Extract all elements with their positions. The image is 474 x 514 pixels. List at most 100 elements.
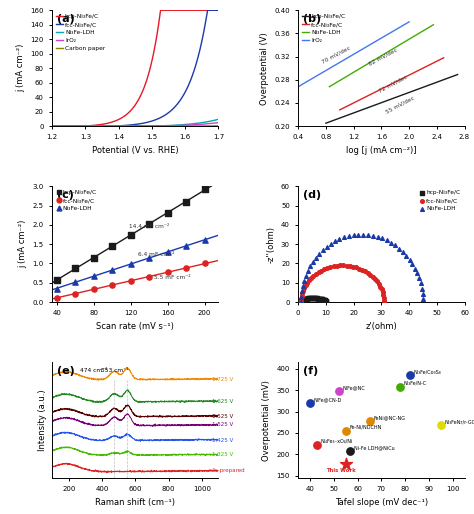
Text: 6.4 mF cm⁻²: 6.4 mF cm⁻² <box>138 252 174 258</box>
Point <box>146 220 153 228</box>
Text: 82 mV/dec: 82 mV/dec <box>367 47 398 66</box>
fcc-Ni₃Fe/C <box>330 262 337 270</box>
X-axis label: Scan rate (mV s⁻¹): Scan rate (mV s⁻¹) <box>96 322 174 331</box>
Line: Ni₃Fe-LDH: Ni₃Fe-LDH <box>329 25 433 87</box>
Ni₃Fe-LDH <box>399 248 407 256</box>
fcc-Ni₃Fe/C <box>353 263 360 271</box>
Ni₃Fe-LDH <box>364 231 372 239</box>
Ni₃Fe-LDH <box>216 116 221 122</box>
Text: 5.5 mF cm⁻²: 5.5 mF cm⁻² <box>154 275 191 280</box>
hcp-Ni₃Fe/C <box>321 296 328 304</box>
fcc-Ni₃Fe/C <box>356 264 363 272</box>
Text: Ni-Fe LDH@NiCu: Ni-Fe LDH@NiCu <box>354 446 395 451</box>
Ni₃Fe-LDH <box>316 250 323 258</box>
Text: As-prepared: As-prepared <box>212 468 246 473</box>
fcc-Ni₃Fe/C <box>376 282 384 290</box>
Point <box>201 236 209 244</box>
Ni₃Fe-LDH <box>387 238 395 247</box>
Y-axis label: Intensity (a.u.): Intensity (a.u.) <box>37 389 46 451</box>
fcc-Ni₃Fe/C <box>66 123 72 129</box>
Ni₃Fe-LDH <box>392 241 399 249</box>
fcc-Ni₃Fe/C <box>339 261 347 269</box>
hcp-Ni₃Fe/C <box>182 7 188 13</box>
Line: fcc-Ni₃Fe/C: fcc-Ni₃Fe/C <box>340 58 444 110</box>
Ni₃Fe-LDH <box>298 287 306 296</box>
fcc-Ni₃Fe/C <box>297 298 305 306</box>
hcp-Ni₃Fe/C <box>322 298 330 306</box>
Ni₃Fe-LDH <box>179 122 185 128</box>
Ni₃Fe-LDH <box>350 231 357 240</box>
fcc-Ni₃Fe/C <box>312 270 320 278</box>
fcc-Ni₃Fe/C <box>327 263 334 271</box>
fcc-Ni₃Fe/C <box>380 297 388 305</box>
fcc-Ni₃Fe/C <box>298 292 305 300</box>
fcc-Ni₃Fe/C <box>380 293 388 302</box>
Carbon paper <box>117 123 122 129</box>
Text: (e): (e) <box>57 366 75 376</box>
Ni₃Fe-LDH <box>336 235 343 243</box>
Text: Ni₃Fe/Co₉S₈: Ni₃Fe/Co₉S₈ <box>413 369 441 374</box>
Ni₃Fe-LDH <box>312 253 320 262</box>
fcc-Ni₃Fe/C <box>359 266 366 274</box>
Y-axis label: Overpotential (mV): Overpotential (mV) <box>262 380 271 461</box>
Text: 55 mV/dec: 55 mV/dec <box>385 95 415 114</box>
hcp-Ni₃Fe/C <box>322 298 329 306</box>
hcp-Ni₃Fe/C <box>297 297 304 305</box>
Ni₃Fe-LDH <box>327 240 335 248</box>
Text: NiFe@CN-D: NiFe@CN-D <box>314 397 342 402</box>
Ni₃Fe-LDH <box>297 292 305 301</box>
Ni₃Fe-LDH <box>309 258 317 266</box>
Text: (a): (a) <box>57 14 75 24</box>
fcc-Ni₃Fe/C <box>380 291 387 299</box>
Ni₃Fe-LDH <box>419 295 427 303</box>
IrO₂ <box>49 123 55 129</box>
fcc-Ni₃Fe/C <box>305 276 313 284</box>
Y-axis label: j (mA cm⁻²): j (mA cm⁻²) <box>16 44 25 93</box>
Point <box>90 253 98 262</box>
IrO₂ <box>123 123 128 129</box>
Point <box>109 281 116 289</box>
hcp-Ni₃Fe/C <box>123 113 128 119</box>
Point <box>53 284 61 292</box>
fcc-Ni₃Fe/C <box>364 269 372 277</box>
hcp-Ni₃Fe/C <box>302 295 310 303</box>
Point <box>182 264 190 272</box>
Text: Ni₃FeNr/r-GO: Ni₃FeNr/r-GO <box>444 419 474 425</box>
Point <box>397 382 404 391</box>
hcp-Ni₃Fe/C <box>315 295 323 303</box>
Ni₃Fe-LDH <box>383 236 391 245</box>
fcc-Ni₃Fe/C <box>310 272 317 280</box>
Line: hcp-Ni₃Fe/C: hcp-Ni₃Fe/C <box>326 75 457 123</box>
hcp-Ni₃Fe/C <box>296 297 303 305</box>
hcp-Ni₃Fe/C <box>303 295 311 303</box>
Ni₃Fe-LDH <box>415 274 423 283</box>
Point <box>127 277 135 285</box>
fcc-Ni₃Fe/C <box>302 281 310 289</box>
X-axis label: Potential (V vs. RHE): Potential (V vs. RHE) <box>92 146 179 155</box>
Point <box>72 289 79 298</box>
Ni₃Fe-LDH <box>300 277 308 285</box>
Point <box>201 260 209 268</box>
hcp-Ni₃Fe/C <box>305 294 313 302</box>
Line: hcp-Ni₃Fe/C: hcp-Ni₃Fe/C <box>52 10 219 126</box>
Text: Ni₃Fe/N-C: Ni₃Fe/N-C <box>404 381 427 386</box>
Ni₃Fe-LDH <box>182 121 188 127</box>
Ni₃Fe-LDH <box>378 234 386 243</box>
hcp-Ni₃Fe/C <box>320 296 328 304</box>
fcc-Ni₃Fe/C <box>337 107 343 113</box>
hcp-Ni₃Fe/C <box>66 123 72 129</box>
hcp-Ni₃Fe/C <box>296 298 303 306</box>
Legend: hcp-Ni₃Fe/C, fcc-Ni₃Fe/C, Ni₃Fe-LDH, IrO₂, Carbon paper: hcp-Ni₃Fe/C, fcc-Ni₃Fe/C, Ni₃Fe-LDH, IrO… <box>55 13 106 52</box>
Ni₃Fe-LDH <box>123 123 128 129</box>
hcp-Ni₃Fe/C <box>296 298 303 306</box>
hcp-Ni₃Fe/C <box>316 295 324 303</box>
Point <box>72 278 79 286</box>
hcp-Ni₃Fe/C <box>318 295 326 303</box>
hcp-Ni₃Fe/C <box>216 7 221 13</box>
fcc-Ni₃Fe/C <box>303 279 311 287</box>
Line: IrO₂: IrO₂ <box>298 22 409 87</box>
fcc-Ni₃Fe/C <box>315 268 322 276</box>
Text: 1.325 V: 1.325 V <box>212 452 233 457</box>
fcc-Ni₃Fe/C <box>216 7 221 13</box>
Text: 72 mV/dec: 72 mV/dec <box>378 74 409 94</box>
